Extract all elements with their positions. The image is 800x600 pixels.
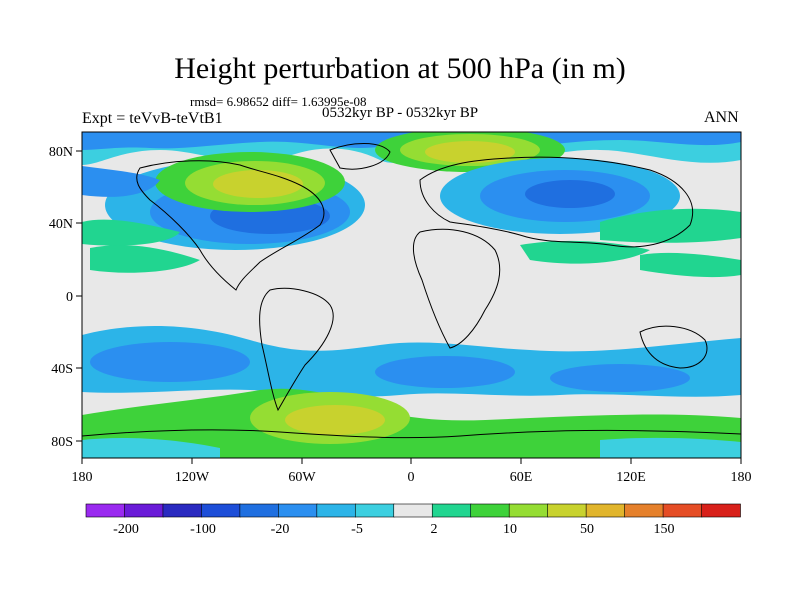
colorbar-label: 10 bbox=[503, 522, 517, 537]
coastline-greenland bbox=[329, 143, 391, 170]
colorbar-label: -200 bbox=[113, 522, 139, 537]
contour-field bbox=[82, 132, 741, 458]
colorbar-swatch bbox=[162, 503, 203, 518]
stats-label: rmsd= 6.98652 diff= 1.63995e-08 bbox=[190, 94, 367, 109]
coastline-antarctica bbox=[82, 429, 741, 439]
field-tropics-west-pacific bbox=[640, 252, 741, 278]
colorbar-swatch bbox=[278, 503, 318, 518]
lat-tick-label: 80S bbox=[51, 435, 73, 450]
coastline-africa bbox=[413, 228, 501, 349]
colorbar bbox=[85, 503, 741, 518]
colorbar-swatch bbox=[354, 503, 395, 518]
colorbar-swatch bbox=[201, 503, 241, 518]
field-tropics-east-pacific bbox=[90, 245, 200, 273]
lon-tick-label: 180 bbox=[731, 470, 752, 485]
colorbar-swatch bbox=[85, 503, 126, 518]
colorbar-swatch bbox=[662, 503, 703, 518]
colorbar-swatch bbox=[547, 503, 587, 518]
lon-tick-label: 120W bbox=[175, 470, 210, 485]
field-sh-atlantic-low bbox=[375, 356, 515, 388]
period-label: 0532kyr BP - 0532kyr BP bbox=[322, 105, 479, 121]
lat-tick-label: 80N bbox=[49, 145, 73, 160]
field-npac-west-green bbox=[82, 219, 180, 246]
coastline-north-america bbox=[136, 160, 325, 291]
coastline-eurasia bbox=[419, 156, 694, 248]
field-canada-high-core bbox=[213, 170, 303, 198]
field-antarctic-green bbox=[82, 388, 741, 458]
field-tropics-indian bbox=[520, 240, 650, 264]
colorbar-swatch bbox=[470, 503, 510, 518]
field-europe-high-core bbox=[425, 141, 515, 163]
experiment-label: Expt = teVvB-teVtB1 bbox=[82, 110, 223, 127]
colorbar-label: -5 bbox=[351, 522, 363, 537]
colorbar-swatch bbox=[124, 503, 164, 518]
coastlines bbox=[82, 143, 741, 439]
colorbar-swatch bbox=[239, 503, 280, 518]
colorbar-label: 2 bbox=[431, 522, 438, 537]
field-pacific-green bbox=[600, 208, 741, 243]
field-eurasia-low-core bbox=[525, 180, 615, 208]
lon-tick-label: 180 bbox=[72, 470, 93, 485]
lat-axis: 80N 40N 0 40S 80S bbox=[49, 145, 82, 450]
lon-tick-label: 0 bbox=[408, 470, 415, 485]
lon-tick-label: 60W bbox=[288, 470, 316, 485]
coastline-south-america bbox=[259, 287, 334, 412]
field-antarctic-blue-west bbox=[82, 437, 220, 458]
page-title: Height perturbation at 500 hPa (in m) bbox=[174, 52, 626, 85]
season-label: ANN bbox=[704, 109, 739, 126]
coastline-australia bbox=[639, 325, 708, 369]
lat-tick-label: 0 bbox=[66, 290, 73, 305]
lon-axis: 180 120W 60W 0 60E 120E 180 bbox=[72, 458, 752, 485]
colorbar-label: 50 bbox=[580, 522, 594, 537]
lon-tick-label: 120E bbox=[616, 470, 646, 485]
colorbar-swatch bbox=[431, 503, 472, 518]
field-sh-pacific-low bbox=[90, 342, 250, 382]
field-antarctic-high-core bbox=[285, 405, 385, 435]
colorbar-labels: -200 -100 -20 -5 2 10 50 150 bbox=[113, 522, 674, 537]
colorbar-swatch bbox=[393, 503, 434, 518]
colorbar-swatch bbox=[701, 503, 741, 518]
lon-tick-label: 60E bbox=[510, 470, 533, 485]
colorbar-swatch bbox=[316, 503, 357, 518]
colorbar-label: -100 bbox=[190, 522, 216, 537]
colorbar-swatch bbox=[508, 503, 549, 518]
field-sh-indian-low bbox=[550, 364, 690, 392]
colorbar-swatch bbox=[624, 503, 664, 518]
lat-tick-label: 40N bbox=[49, 217, 73, 232]
colorbar-label: 150 bbox=[654, 522, 675, 537]
field-antarctic-blue-east bbox=[600, 437, 741, 458]
colorbar-label: -20 bbox=[271, 522, 290, 537]
colorbar-swatch bbox=[585, 503, 626, 518]
lat-tick-label: 40S bbox=[51, 362, 73, 377]
